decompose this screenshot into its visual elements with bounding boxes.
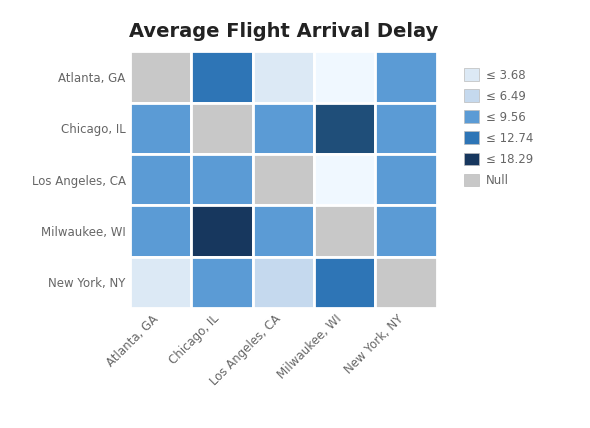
Bar: [130, 205, 191, 257]
Bar: [314, 103, 375, 154]
Bar: [253, 103, 314, 154]
Bar: [191, 103, 253, 154]
Title: Average Flight Arrival Delay: Average Flight Arrival Delay: [129, 23, 438, 42]
Bar: [253, 205, 314, 257]
Bar: [191, 154, 253, 205]
Bar: [375, 257, 437, 308]
Bar: [314, 257, 375, 308]
Bar: [191, 257, 253, 308]
Bar: [314, 154, 375, 205]
Bar: [314, 51, 375, 103]
Bar: [191, 51, 253, 103]
Legend: ≤ 3.68, ≤ 6.49, ≤ 9.56, ≤ 12.74, ≤ 18.29, Null: ≤ 3.68, ≤ 6.49, ≤ 9.56, ≤ 12.74, ≤ 18.29…: [458, 62, 539, 193]
Bar: [191, 205, 253, 257]
Bar: [375, 103, 437, 154]
Bar: [130, 154, 191, 205]
Bar: [375, 154, 437, 205]
Bar: [253, 154, 314, 205]
Bar: [130, 51, 191, 103]
Bar: [375, 205, 437, 257]
Bar: [130, 103, 191, 154]
Bar: [375, 51, 437, 103]
Bar: [314, 205, 375, 257]
Bar: [253, 257, 314, 308]
Bar: [130, 257, 191, 308]
Bar: [253, 51, 314, 103]
